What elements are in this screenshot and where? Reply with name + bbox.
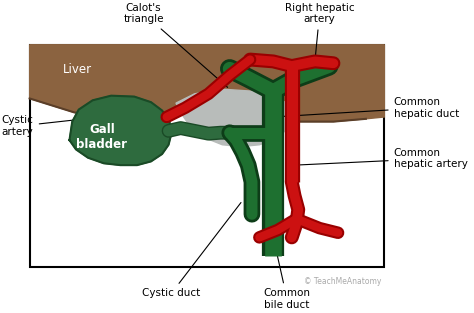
Text: Common
hepatic duct: Common hepatic duct	[276, 97, 459, 119]
Text: Gall
bladder: Gall bladder	[76, 123, 128, 151]
Text: © TeachMeAnatomy: © TeachMeAnatomy	[304, 277, 382, 285]
Text: Cystic
artery: Cystic artery	[2, 113, 141, 137]
Text: Common
bile duct: Common bile duct	[264, 240, 310, 310]
Text: Calot's
triangle: Calot's triangle	[123, 3, 228, 87]
Polygon shape	[30, 45, 384, 122]
Text: Cystic duct: Cystic duct	[142, 203, 241, 298]
Text: Common
hepatic artery: Common hepatic artery	[297, 148, 467, 169]
Polygon shape	[70, 96, 172, 165]
Bar	[30, 45, 384, 267]
Text: Liver: Liver	[63, 63, 92, 75]
Polygon shape	[176, 89, 292, 146]
Text: Right hepatic
artery: Right hepatic artery	[285, 3, 355, 59]
